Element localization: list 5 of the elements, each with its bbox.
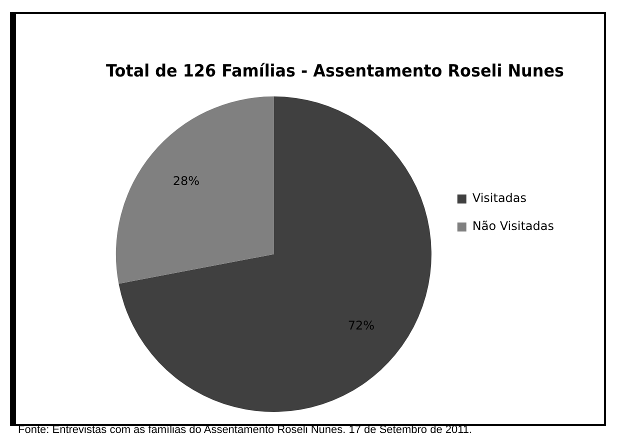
legend-label: Não Visitadas (472, 219, 554, 234)
data-label: 28% (172, 174, 200, 188)
legend-label: Visitadas (472, 191, 527, 206)
data-label: 72% (348, 318, 375, 333)
chart-title: Total de 126 Famílias - Assentamento Roseli Nunes (106, 61, 564, 81)
